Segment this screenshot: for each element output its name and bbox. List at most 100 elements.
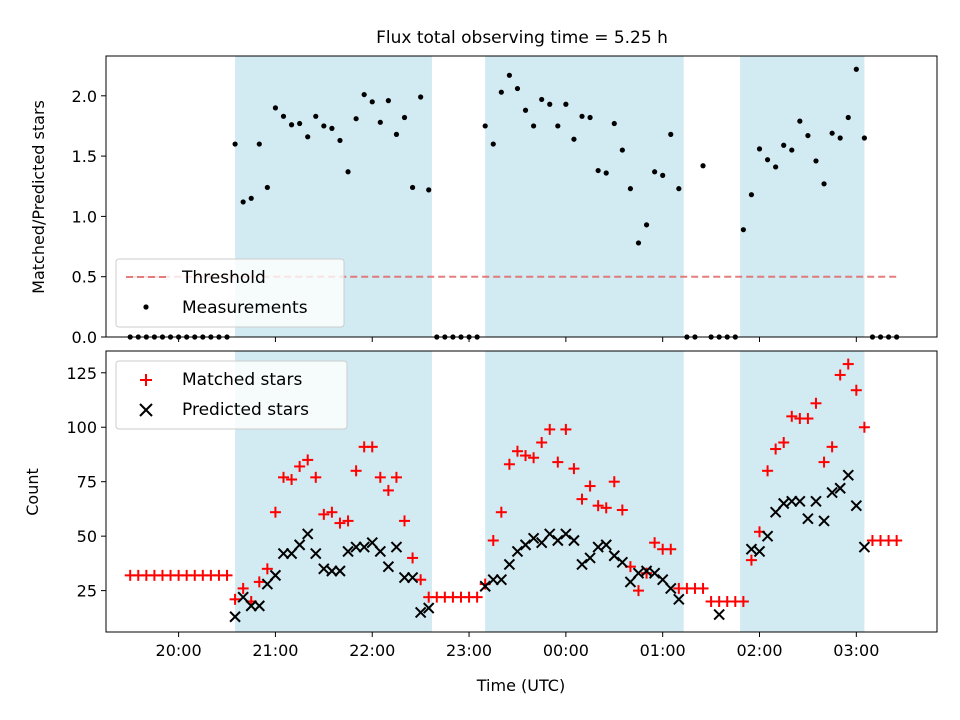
matched-star-marker <box>842 358 854 370</box>
observing-window-band <box>740 56 865 337</box>
measurement-point <box>635 240 642 246</box>
predicted-star-marker <box>769 506 782 518</box>
matched-star-marker <box>229 593 241 605</box>
matched-star-marker <box>891 535 903 547</box>
matched-star-marker <box>503 458 515 470</box>
matched-star-marker <box>471 591 483 603</box>
measurement-point <box>280 113 287 119</box>
bottom-legend-box <box>115 360 348 430</box>
measurement-point <box>748 192 755 198</box>
predicted-star-marker <box>640 565 653 577</box>
top-y-axis-label: Matched/Predicted stars <box>29 100 48 294</box>
measurement-point <box>845 114 851 121</box>
predicted-star-marker <box>745 543 758 555</box>
matched-star-marker <box>407 552 419 564</box>
measurement-point <box>587 114 593 121</box>
measurement-point <box>240 199 246 205</box>
measurement-point <box>547 101 553 107</box>
matched-star-marker <box>487 535 499 547</box>
predicted-star-marker <box>850 499 863 512</box>
predicted-star-marker <box>301 528 314 540</box>
matched-star-marker <box>568 463 580 475</box>
matched-stars-markers <box>124 358 903 608</box>
matched-star-marker <box>552 456 564 468</box>
predicted-star-marker <box>366 536 378 549</box>
measurement-point <box>740 227 746 233</box>
matched-star-marker <box>253 576 265 588</box>
y-tick-label: 1.5 <box>72 147 97 166</box>
predicted-star-marker <box>608 550 620 562</box>
matched-star-marker <box>326 506 338 518</box>
predicted-star-marker <box>253 600 265 612</box>
matched-star-marker <box>511 445 523 457</box>
matched-star-marker <box>399 515 411 527</box>
top-x-ticks <box>178 337 857 342</box>
top-legend: Threshold Measurements <box>115 258 345 328</box>
matched-star-marker <box>366 441 378 453</box>
measurement-point <box>393 131 400 137</box>
predicted-star-marker <box>423 602 435 614</box>
matched-star-marker <box>632 585 644 597</box>
measurement-point <box>805 132 811 139</box>
measurement-point <box>418 94 424 100</box>
measurement-point <box>603 170 609 176</box>
x-tick-label: 01:00 <box>640 641 686 660</box>
predicted-star-marker <box>778 497 790 510</box>
y-tick-label: 100 <box>66 418 97 437</box>
matched-star-marker <box>520 450 532 462</box>
y-tick-label: 125 <box>66 364 97 383</box>
predicted-star-marker <box>511 545 524 558</box>
predicted-star-marker <box>673 593 685 606</box>
measurement-point <box>297 120 303 127</box>
predicted-star-marker <box>648 567 661 579</box>
measurement-point <box>345 169 351 175</box>
matched-star-marker <box>342 515 354 527</box>
matched-star-marker <box>528 452 540 464</box>
matched-star-marker <box>415 574 427 586</box>
measurement-point <box>660 172 666 178</box>
top-plot-frame <box>105 55 938 338</box>
predicted-star-marker <box>552 534 564 547</box>
matched-star-marker <box>649 537 661 549</box>
predicted-star-marker <box>576 558 588 571</box>
measurement-point <box>313 113 319 119</box>
matched-star-marker <box>310 471 322 483</box>
measurement-point <box>668 131 674 137</box>
matched-star-marker <box>737 596 749 608</box>
matched-star-marker <box>221 569 233 581</box>
matched-star-marker <box>858 421 870 433</box>
predicted-star-marker <box>656 574 669 586</box>
matched-star-marker <box>237 582 249 594</box>
predicted-star-marker <box>318 563 330 575</box>
x-tick-label: 22:00 <box>349 641 395 660</box>
measurement-point <box>619 147 625 153</box>
measurement-point <box>756 146 763 152</box>
predicted-star-marker <box>527 532 540 545</box>
x-tick-label: 03:00 <box>833 641 879 660</box>
measurement-point <box>643 222 650 228</box>
predicted-star-marker <box>237 591 249 603</box>
measurement-point <box>797 118 803 124</box>
predicted-star-marker <box>479 580 491 592</box>
predicted-star-marker <box>592 541 604 553</box>
measurement-point <box>426 187 432 193</box>
measurement-point <box>571 136 577 142</box>
measurement-point <box>595 167 601 174</box>
matched-star-marker <box>576 493 588 505</box>
matched-star-marker <box>584 480 596 492</box>
predicted-star-marker <box>503 558 516 571</box>
predicted-star-marker <box>568 534 580 547</box>
matched-legend-label: Matched stars <box>182 370 302 390</box>
predicted-star-marker <box>624 576 637 588</box>
predicted-star-marker <box>261 578 274 590</box>
predicted-star-marker <box>810 495 822 508</box>
predicted-star-marker <box>544 528 556 540</box>
predicted-star-marker <box>495 574 508 586</box>
measurement-point <box>813 158 819 164</box>
observing-window-band <box>485 56 684 337</box>
y-tick-label: 50 <box>77 527 97 546</box>
predicted-star-marker <box>834 482 846 494</box>
measurement-point <box>652 169 658 175</box>
matched-star-marker <box>350 465 362 477</box>
matched-star-marker <box>762 465 774 477</box>
